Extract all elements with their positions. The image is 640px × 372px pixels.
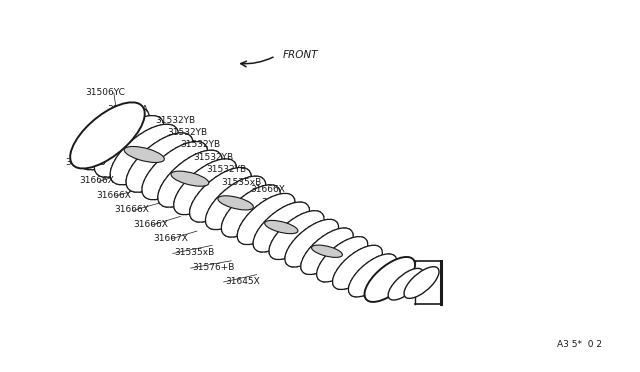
Text: 31532YB: 31532YB (155, 116, 195, 125)
Text: 31655X: 31655X (262, 198, 296, 207)
Ellipse shape (70, 102, 145, 169)
Text: 31577MB: 31577MB (275, 212, 317, 221)
Text: 31667X: 31667X (154, 234, 189, 243)
Ellipse shape (312, 245, 342, 257)
Text: A3 5*  0 2: A3 5* 0 2 (557, 340, 602, 349)
Text: 31532YB: 31532YB (206, 166, 246, 174)
Text: 31532YB: 31532YB (193, 153, 233, 162)
Text: 31532YB: 31532YB (180, 141, 221, 150)
Ellipse shape (173, 159, 237, 215)
Ellipse shape (158, 150, 222, 207)
Text: 31666X: 31666X (97, 191, 132, 200)
Ellipse shape (142, 141, 207, 200)
Text: 31576+B: 31576+B (192, 263, 234, 272)
Ellipse shape (333, 245, 382, 289)
Ellipse shape (285, 219, 339, 267)
Text: 31666X: 31666X (114, 205, 148, 214)
Text: FRONT: FRONT (284, 50, 319, 60)
Ellipse shape (317, 237, 368, 282)
Text: 31532YB: 31532YB (168, 128, 208, 137)
Ellipse shape (253, 202, 310, 252)
Ellipse shape (205, 176, 266, 230)
Text: 31535xB: 31535xB (174, 248, 214, 257)
Ellipse shape (171, 171, 209, 186)
Ellipse shape (265, 221, 298, 234)
Ellipse shape (221, 185, 280, 237)
Ellipse shape (301, 228, 353, 275)
Ellipse shape (189, 167, 251, 222)
Ellipse shape (365, 257, 415, 302)
Text: 31506YD: 31506YD (65, 158, 106, 167)
Ellipse shape (237, 193, 295, 244)
Ellipse shape (94, 116, 164, 177)
Ellipse shape (404, 267, 439, 298)
Ellipse shape (388, 268, 423, 300)
Ellipse shape (78, 107, 149, 170)
Text: 31535xB: 31535xB (221, 178, 262, 187)
Ellipse shape (348, 254, 397, 297)
Text: 31666X: 31666X (250, 185, 285, 194)
Ellipse shape (124, 147, 164, 163)
Text: 31666X: 31666X (133, 220, 168, 229)
Ellipse shape (269, 211, 324, 260)
Ellipse shape (218, 196, 253, 210)
Ellipse shape (126, 133, 193, 192)
Text: 31666X: 31666X (79, 176, 114, 185)
Text: 31645X: 31645X (225, 277, 260, 286)
Text: 31667XA: 31667XA (108, 105, 148, 113)
Ellipse shape (110, 124, 179, 185)
Text: 31506YC: 31506YC (85, 88, 125, 97)
